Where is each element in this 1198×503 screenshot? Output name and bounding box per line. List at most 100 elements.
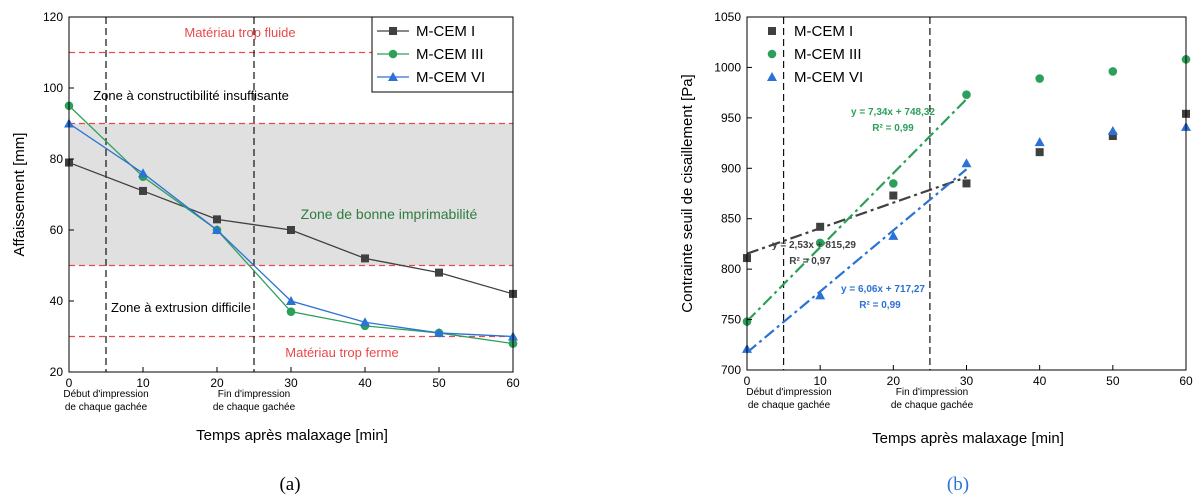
y-tick-label: 850: [721, 212, 741, 226]
fit-equation-mcem6: y = 6,06x + 717,27: [841, 284, 925, 295]
data-point: [1108, 132, 1117, 141]
x-tick-label: 0: [744, 374, 751, 388]
end-print-label-line1: Fin d'impression: [896, 387, 969, 398]
x-tick-label: 30: [960, 374, 974, 388]
legend-marker: [767, 49, 777, 59]
y-tick-label: 80: [50, 152, 64, 166]
data-point: [1034, 137, 1045, 147]
y-tick-label: 20: [50, 365, 64, 379]
shaded-zone: [69, 123, 513, 266]
data-point: [213, 215, 221, 224]
x-tick-label: 10: [813, 374, 827, 388]
series-layer: [742, 55, 1191, 353]
data-point: [139, 186, 147, 195]
y-tick-label: 40: [50, 294, 64, 308]
x-tick-label: 60: [506, 376, 520, 390]
start-print-label-line2: de chaque gachée: [65, 402, 148, 413]
data-point: [1108, 67, 1118, 76]
y-tick-label: 700: [721, 363, 741, 377]
data-point: [1035, 74, 1044, 83]
data-point: [815, 290, 826, 300]
chart-b: 0 10 20 30 40 50 6070075080085090095010001050 …: [679, 10, 1193, 495]
start-print-label-line1: Début d'impression: [63, 389, 148, 400]
fit-equation-mcem1: y = 2,53x + 815,29: [772, 240, 856, 251]
data-point: [361, 254, 369, 263]
fit-r2-mcem1: R² = 0,97: [789, 256, 831, 267]
fit-line: [746, 176, 967, 255]
y-tick-label: 60: [50, 223, 64, 237]
legend-marker: [768, 27, 776, 35]
annotation-insufficient-buildability: Zone à constructibilité insuffisante: [93, 88, 289, 103]
y-tick-label: 1050: [714, 10, 741, 24]
data-point: [888, 230, 899, 240]
fit-lines: [746, 98, 968, 354]
y-tick-label: 100: [43, 81, 63, 95]
fit-equation-mcem3: y = 7,34x + 748,32: [851, 107, 935, 118]
y-tick-label: 750: [721, 313, 741, 327]
data-point: [816, 222, 825, 231]
x-tick-label: 40: [358, 376, 372, 390]
x-tick-label: 50: [432, 376, 446, 390]
y-tick-label: 120: [43, 10, 63, 24]
end-print-label-line2: de chaque gachée: [213, 402, 296, 413]
good-printability-band: [69, 123, 513, 266]
x-tick-label: 10: [136, 376, 150, 390]
x-tick-label: 50: [1106, 374, 1120, 388]
annotation-too-stiff: Matériau trop ferme: [285, 345, 398, 360]
legend: M-CEM I M-CEM III M-CEM VI: [767, 23, 863, 86]
start-print-label-line1: Début d'impression: [746, 387, 831, 398]
data-point: [1107, 125, 1118, 135]
legend-marker: [388, 72, 398, 81]
y-axis-label: Contrainte seuil de cisaillement [Pa]: [679, 74, 696, 312]
data-point: [360, 317, 370, 327]
legend-label: M-CEM VI: [416, 69, 485, 86]
data-point: [286, 307, 296, 316]
annotation-difficult-extrusion: Zone à extrusion difficile: [111, 300, 251, 315]
data-point: [889, 179, 898, 188]
fit-line: [746, 168, 968, 354]
legend-marker: [388, 49, 398, 59]
axes: 0 10 20 30 40 50 60 700 750 800 850 900 950 1000 1050: [714, 10, 1193, 388]
legend: M-CEM I M-CEM III M-CEM VI: [371, 16, 514, 93]
panel-label-b: (b): [947, 474, 969, 495]
legend-label: M-CEM VI: [794, 69, 863, 86]
data-point: [286, 296, 296, 305]
end-print-label-line2: de chaque gachée: [891, 400, 974, 411]
data-point: [1035, 148, 1044, 157]
x-tick-label: 20: [887, 374, 901, 388]
data-point: [138, 168, 148, 178]
x-axis-label: Temps après malaxage [min]: [196, 427, 388, 444]
data-point: [435, 268, 443, 277]
annotation-good-printability: Zone de bonne imprimabilité: [301, 206, 478, 222]
data-point: [434, 327, 444, 337]
fit-r2-mcem3: R² = 0,99: [872, 123, 914, 134]
axes: 0 10 20 30 40 50 60 20 40 60 80 100 120: [43, 10, 520, 390]
chart-a: 0 10 20 30 40 50 60 20 40 60 80 100 120 Matériau tro…: [11, 10, 520, 495]
x-axis-label: Temps après malaxage [min]: [872, 430, 1064, 447]
data-point: [961, 158, 972, 168]
data-point: [962, 179, 971, 188]
legend-label: M-CEM I: [794, 23, 853, 40]
x-tick-label: 0: [66, 376, 73, 390]
data-point: [287, 226, 295, 234]
fit-line: [746, 98, 968, 323]
legend-label: M-CEM I: [416, 23, 475, 40]
reference-lines: [782, 17, 931, 370]
data-point: [889, 191, 898, 200]
y-tick-label: 900: [721, 161, 741, 175]
x-tick-label: 30: [284, 376, 298, 390]
start-print-label-line2: de chaque gachée: [748, 400, 831, 411]
annotation-too-fluid: Matériau trop fluide: [184, 25, 295, 40]
x-tick-label: 20: [210, 376, 224, 390]
legend-label: M-CEM III: [416, 46, 484, 63]
x-tick-label: 60: [1179, 374, 1193, 388]
data-point: [815, 238, 825, 248]
x-tick-label: 40: [1033, 374, 1047, 388]
y-tick-label: 1000: [714, 60, 741, 74]
y-axis-label: Affaissement [mm]: [11, 133, 28, 257]
panel-label-a: (a): [279, 474, 300, 495]
end-print-label-line1: Fin d'impression: [218, 389, 291, 400]
data-point: [962, 90, 971, 99]
